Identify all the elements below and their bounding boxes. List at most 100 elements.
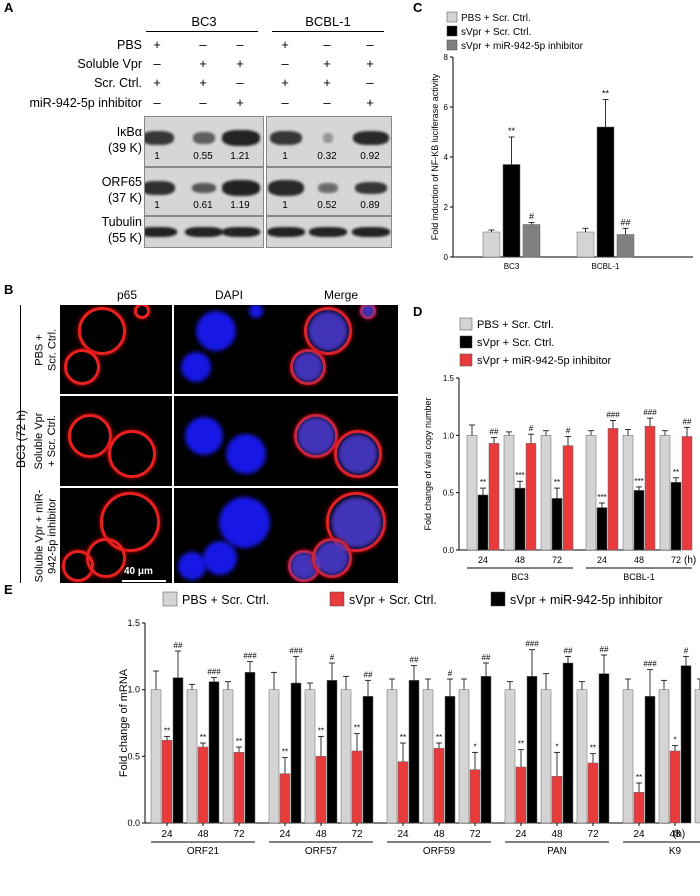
cell-membrane: [108, 430, 156, 478]
panel-label-b: B: [4, 282, 14, 297]
bar: [622, 435, 634, 551]
blot-band: [185, 227, 223, 237]
blot-band: [145, 180, 176, 195]
blot-image-bc3: [144, 116, 264, 167]
cell-membrane: [304, 307, 352, 355]
chart-d-viral-copy: PBS + Scr. Ctrl. sVpr + Scr. Ctrl. sVpr + …: [423, 317, 696, 582]
densitometry-value: 0.52: [317, 200, 337, 211]
bar: [551, 776, 563, 824]
bar: [397, 761, 409, 824]
row-label-line: + Scr. Ctrl.: [46, 415, 58, 467]
condition-sign: –: [236, 37, 244, 52]
blot-image-bcbl1: [266, 116, 392, 167]
blot-band: [318, 182, 338, 193]
bar: [304, 689, 316, 824]
significance-label: ##: [410, 656, 419, 665]
x-category-label: 24: [397, 829, 409, 840]
condition-sign: –: [281, 95, 289, 110]
cell-membrane: [326, 492, 386, 552]
densitometry-value: 0.89: [360, 200, 380, 211]
significance-label: *: [555, 742, 558, 751]
significance-label: **: [354, 724, 360, 733]
bar: [694, 689, 700, 824]
x-category-label: 72: [233, 829, 245, 840]
significance-label: ##: [490, 428, 499, 437]
legend-swatch: [459, 353, 473, 367]
significance-label: ##: [564, 646, 573, 655]
cell-nucleus: [195, 310, 237, 352]
bar: [622, 689, 634, 824]
x-category-label: 24: [279, 829, 291, 840]
cell-nucleus: [178, 552, 206, 580]
bar: [469, 769, 481, 824]
bar: [598, 673, 610, 824]
row-label-line: Scr. Ctrl.: [46, 328, 58, 371]
blot-band: [192, 131, 216, 144]
chart-c-luciferase: PBS + Scr. Ctrl. sVpr + Scr. Ctrl. sVpr + …: [430, 11, 693, 271]
densitometry-value: 1.19: [230, 200, 250, 211]
group-label: BC3: [511, 572, 529, 582]
densitometry-value: 0.61: [193, 200, 213, 211]
y-tick-label: 0.5: [443, 489, 455, 498]
condition-sign: –: [236, 75, 244, 90]
condition-sign: +: [281, 75, 289, 90]
y-tick-label: 2: [444, 203, 449, 212]
micrograph-p65: [60, 396, 172, 486]
side-label: BC3 (72 h): [14, 409, 28, 469]
blot-band: [222, 179, 260, 196]
significance-label: ***: [634, 477, 643, 486]
bar: [669, 750, 681, 824]
significance-label: **: [318, 726, 324, 735]
bar: [444, 696, 456, 824]
group-label: BCBL-1: [623, 572, 655, 582]
bar: [551, 498, 563, 551]
significance-label: **: [636, 773, 642, 782]
cell-nucleus: [337, 433, 379, 475]
cell-membrane: [334, 430, 382, 478]
micrograph-p65: [60, 305, 172, 394]
condition-sign: +: [281, 37, 289, 52]
significance-label: **: [236, 737, 242, 746]
cell-membrane: [86, 538, 126, 578]
bar: [351, 750, 363, 824]
significance-label: **: [436, 733, 442, 742]
significance-label: **: [508, 126, 516, 136]
significance-label: #: [684, 646, 689, 655]
significance-label: ##: [600, 645, 609, 654]
condition-sign: –: [366, 37, 374, 52]
x-category-label: 72: [671, 555, 681, 565]
bar: [515, 766, 527, 824]
blot-name: IκBα: [116, 124, 142, 139]
blot-band: [352, 227, 390, 237]
cell-membrane: [68, 414, 112, 458]
cell-nucleus: [361, 305, 375, 318]
bar: [658, 689, 670, 824]
micrograph-dapi: [174, 305, 286, 394]
legend-swatch: [446, 11, 458, 23]
y-tick-label: 6: [444, 103, 449, 112]
densitometry-value: 1.21: [230, 151, 250, 162]
cell-membrane: [134, 305, 150, 319]
x-category-label: 24: [515, 829, 527, 840]
condition-sign: –: [199, 37, 207, 52]
significance-label: ##: [174, 641, 183, 650]
significance-label: ###: [525, 640, 539, 649]
x-category-label: 24: [478, 555, 488, 565]
bar: [290, 682, 302, 824]
y-tick-label: 1.0: [443, 431, 455, 440]
bar: [197, 746, 209, 824]
panel-label-c: C: [413, 0, 423, 15]
condition-sign: +: [153, 75, 161, 90]
row-label: Soluble Vpr + Scr. Ctrl.: [33, 396, 59, 486]
condition-label: miR-942-5p inhibitor: [29, 96, 142, 110]
blot-band: [352, 130, 390, 145]
significance-label: ###: [606, 410, 620, 419]
legend-label: sVpr + miR-942-5p inhibitor: [461, 41, 584, 52]
bar: [540, 435, 552, 551]
significance-label: **: [673, 468, 679, 477]
blot-mw: (37 K): [107, 190, 142, 205]
x-category-label: 24: [597, 555, 607, 565]
cell-nucleus: [297, 417, 335, 455]
densitometry-value: 1: [154, 151, 160, 162]
bar: [161, 740, 173, 824]
